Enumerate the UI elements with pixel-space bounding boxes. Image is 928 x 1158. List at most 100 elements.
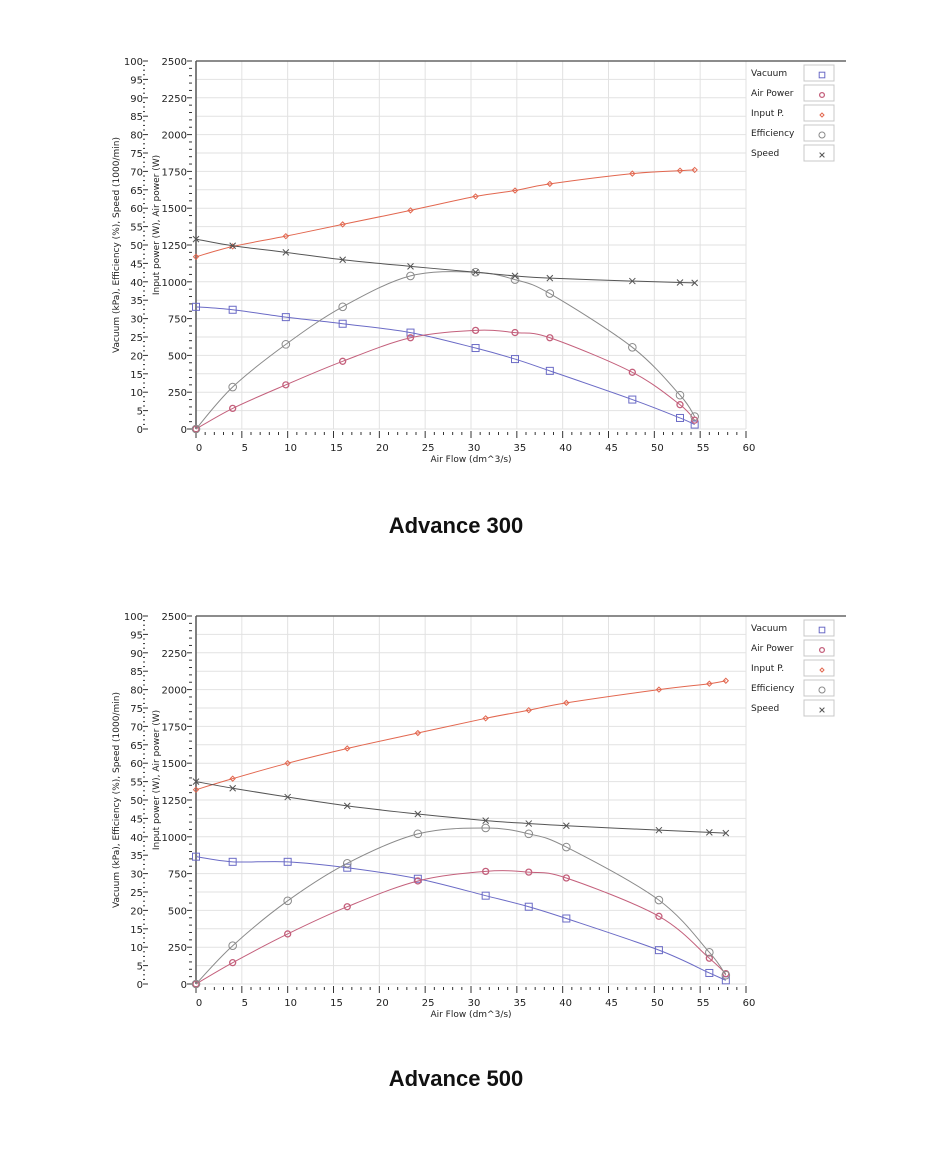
data-point bbox=[562, 822, 570, 830]
series-line bbox=[195, 238, 695, 284]
series-line bbox=[195, 306, 695, 426]
data-point bbox=[511, 187, 519, 194]
y-left-tick-label: 50 bbox=[130, 796, 143, 807]
y-left-tick-label: 10 bbox=[130, 388, 143, 399]
y-left-tick-label: 60 bbox=[130, 759, 143, 770]
data-point bbox=[675, 390, 685, 400]
y-right-tick-label: 1000 bbox=[162, 278, 187, 289]
y-left-tick-label: 45 bbox=[130, 814, 143, 825]
y-left-tick-label: 90 bbox=[130, 94, 143, 105]
data-point bbox=[192, 852, 200, 861]
data-point bbox=[339, 221, 346, 228]
y-left-tick-label: 75 bbox=[130, 704, 143, 715]
data-point bbox=[655, 826, 663, 834]
data-point bbox=[414, 729, 422, 737]
data-point bbox=[721, 970, 731, 980]
data-point bbox=[342, 858, 352, 868]
x-tick-label: 25 bbox=[422, 443, 435, 454]
data-point bbox=[545, 289, 555, 298]
y-right-tick-label: 500 bbox=[168, 906, 187, 917]
series-input-p bbox=[192, 166, 698, 260]
x-tick-label: 20 bbox=[376, 443, 389, 454]
data-point bbox=[283, 857, 292, 866]
y-left-tick-label: 55 bbox=[130, 223, 143, 234]
data-point bbox=[691, 416, 699, 424]
y-left-tick-label: 15 bbox=[130, 370, 143, 381]
y-right-tick-label: 500 bbox=[168, 351, 187, 362]
data-point bbox=[338, 319, 347, 328]
series-line bbox=[195, 856, 727, 981]
data-point bbox=[471, 326, 480, 335]
data-point bbox=[722, 970, 730, 978]
legend-marker-icon bbox=[818, 91, 826, 99]
x-tick-label: 5 bbox=[242, 998, 248, 1009]
x-tick-label: 25 bbox=[422, 998, 435, 1009]
data-point bbox=[706, 680, 713, 687]
y-left-tick-label: 40 bbox=[130, 833, 143, 844]
data-point bbox=[628, 277, 636, 285]
x-tick-label: 45 bbox=[605, 443, 618, 454]
legend-label: Speed bbox=[751, 704, 779, 714]
series-line bbox=[195, 781, 726, 834]
data-point bbox=[406, 328, 415, 337]
data-point bbox=[191, 424, 201, 434]
x-tick-label: 35 bbox=[513, 998, 526, 1009]
series-line bbox=[195, 329, 696, 430]
data-point bbox=[284, 793, 292, 801]
y-left-tick-label: 50 bbox=[130, 241, 143, 252]
legend-swatch-box bbox=[803, 104, 835, 122]
y-right-tick-label: 2250 bbox=[162, 94, 187, 105]
y-left-tick-label: 65 bbox=[130, 186, 143, 197]
y-right-tick-label: 2250 bbox=[162, 649, 187, 660]
data-point bbox=[281, 340, 291, 349]
legend-marker-icon bbox=[818, 71, 826, 79]
legend-swatch bbox=[803, 679, 835, 697]
data-point bbox=[413, 829, 423, 839]
y-axis-right: 0 250 500 750 1000 1250 1500 1750 2000 2250 2500 bbox=[162, 612, 192, 991]
series-line bbox=[195, 271, 696, 430]
legend-swatch-box bbox=[803, 124, 835, 142]
series-speed bbox=[192, 778, 730, 837]
data-point bbox=[722, 829, 730, 837]
series-efficiency bbox=[191, 823, 731, 989]
data-point bbox=[414, 810, 422, 818]
data-point bbox=[192, 425, 200, 433]
series-input-p bbox=[192, 677, 730, 793]
y-right-tick-label: 1750 bbox=[162, 722, 187, 733]
data-point bbox=[482, 715, 489, 722]
legend-label: Air Power bbox=[751, 644, 794, 654]
y-right-tick-label: 1500 bbox=[162, 759, 187, 770]
data-point bbox=[691, 166, 698, 174]
y-right-tick-label: 1750 bbox=[162, 167, 187, 178]
y-left-tick-label: 85 bbox=[130, 112, 143, 123]
y-left-tick-label: 95 bbox=[130, 75, 143, 86]
data-point bbox=[705, 948, 714, 957]
data-point bbox=[413, 874, 422, 883]
data-point bbox=[481, 823, 490, 833]
x-tick-label: 0 bbox=[196, 998, 202, 1009]
data-point bbox=[229, 775, 236, 782]
legend-label: Efficiency bbox=[751, 684, 795, 694]
data-point bbox=[546, 334, 554, 342]
y-right-tick-label: 2500 bbox=[162, 612, 187, 623]
x-tick-label: 50 bbox=[651, 443, 664, 454]
data-point bbox=[192, 786, 200, 793]
y-right-tick-label: 750 bbox=[168, 870, 187, 881]
y-axis-left: 0 5 10 15 20 25 30 35 40 45 50 55 60 65 70 75 80 85 90 95 10… bbox=[124, 57, 148, 436]
x-tick-label: 50 bbox=[651, 998, 664, 1009]
data-point bbox=[338, 302, 347, 312]
y-left-tick-label: 70 bbox=[130, 167, 143, 178]
legend-marker-icon bbox=[819, 707, 825, 713]
legend-marker-icon bbox=[818, 686, 826, 694]
data-point bbox=[524, 902, 533, 911]
data-point bbox=[676, 413, 684, 422]
legend-swatch bbox=[803, 104, 835, 122]
y-left-tick-label: 85 bbox=[130, 667, 143, 678]
y-right-tick-label: 250 bbox=[168, 388, 187, 399]
grid bbox=[196, 615, 747, 985]
y-right-tick-label: 250 bbox=[168, 943, 187, 954]
data-point bbox=[228, 382, 237, 392]
data-point bbox=[628, 395, 637, 404]
data-point bbox=[525, 707, 532, 714]
data-point bbox=[524, 829, 534, 839]
